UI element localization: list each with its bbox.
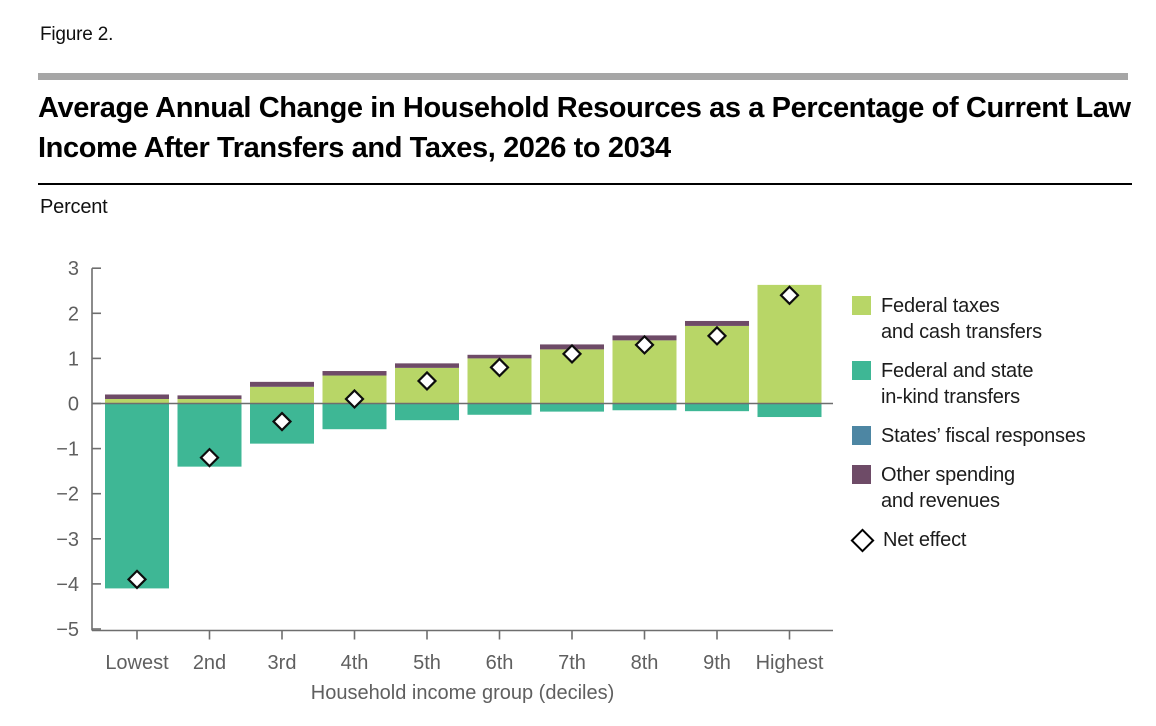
x-axis-tick-label: 3rd: [268, 652, 297, 674]
legend-item-states-fiscal-responses: States’ fiscal responses: [852, 423, 1154, 449]
y-axis-tick-label: −4: [56, 574, 79, 596]
legend-label: Federal and state: [881, 360, 1034, 382]
legend-swatch-other-spending: [852, 465, 871, 484]
legend-label: and revenues: [881, 490, 1000, 512]
net-effect-marker: [199, 447, 220, 468]
net-effect-marker: [416, 370, 438, 392]
legend-label: States’ fiscal responses: [881, 425, 1086, 447]
x-axis-tick-label: 4th: [341, 652, 369, 674]
net-effect-marker: [489, 357, 510, 378]
bar-segment: [540, 403, 604, 412]
legend-item-federal-taxes: Federal taxes and cash transfers: [852, 293, 1154, 345]
legend-item-other-spending: Other spending and revenues: [852, 462, 1154, 514]
y-axis-tick-label: −1: [56, 439, 79, 461]
x-axis-tick-label: 6th: [486, 652, 514, 674]
bar-segment: [395, 403, 459, 421]
bar-segment: [250, 386, 314, 404]
bar-segment: [105, 398, 169, 404]
legend-label: Other spending: [881, 464, 1015, 486]
net-effect-marker: [271, 411, 293, 432]
x-axis-tick-label: 7th: [558, 652, 586, 674]
chart-title: Average Annual Change in Household Resou…: [38, 92, 1131, 164]
bar-segment: [105, 394, 169, 399]
y-axis-tick-label: 2: [68, 303, 79, 325]
legend-swatch-in-kind-transfers: [852, 361, 871, 380]
x-axis-tick-label: 5th: [413, 652, 441, 674]
net-effect-marker: [706, 325, 728, 346]
legend-swatch-federal-taxes: [852, 296, 871, 315]
net-effect-marker: [561, 343, 583, 364]
y-axis-tick-label: 3: [68, 258, 79, 280]
header-gray-rule: [38, 73, 1128, 80]
bar-segment: [322, 371, 387, 376]
bar-segment: [177, 398, 242, 404]
bar-segment: [177, 395, 242, 399]
y-axis-tick-label: 0: [68, 394, 79, 416]
net-effect-marker: [344, 388, 365, 410]
net-effect-marker: [779, 285, 800, 306]
y-axis-tick-label: −2: [56, 484, 79, 506]
legend-item-in-kind-transfers: Federal and state in-kind transfers: [852, 358, 1154, 410]
net-effect-marker: [634, 334, 655, 355]
bar-segment: [685, 403, 749, 412]
bar-segment: [612, 403, 677, 411]
x-axis-tick-label: Highest: [756, 652, 824, 674]
bar-segment: [250, 381, 314, 387]
legend-item-net-effect: Net effect: [850, 527, 1154, 553]
bar-segment: [105, 403, 169, 589]
legend-swatch-states-fiscal-responses: [852, 426, 871, 445]
legend-label: and cash transfers: [881, 321, 1042, 343]
bar-segment: [757, 403, 822, 418]
x-axis-tick-label: 9th: [703, 652, 731, 674]
figure-number-label: Figure 2.: [40, 24, 114, 45]
y-axis-tick-label: −5: [56, 619, 79, 641]
y-axis-unit-label: Percent: [40, 196, 108, 218]
net-effect-diamond-icon: [850, 528, 875, 553]
bar-segment: [467, 403, 532, 415]
x-axis-title: Household income group (deciles): [311, 682, 615, 704]
chart-legend: Federal taxes and cash transfers Federal…: [850, 293, 1154, 566]
legend-label: in-kind transfers: [881, 386, 1020, 408]
header-black-rule: [38, 183, 1132, 185]
legend-label: Net effect: [883, 529, 967, 551]
x-axis-tick-label: 8th: [631, 652, 659, 674]
legend-label: Federal taxes: [881, 295, 1000, 317]
bar-segment: [467, 354, 532, 359]
bar-segment: [685, 320, 749, 326]
bar-segment: [395, 363, 459, 368]
y-axis-tick-label: 1: [68, 348, 79, 370]
net-effect-marker: [126, 569, 148, 590]
x-axis-tick-label: 2nd: [193, 652, 226, 674]
x-axis-tick-label: Lowest: [105, 652, 169, 674]
y-axis-tick-label: −3: [56, 529, 79, 551]
